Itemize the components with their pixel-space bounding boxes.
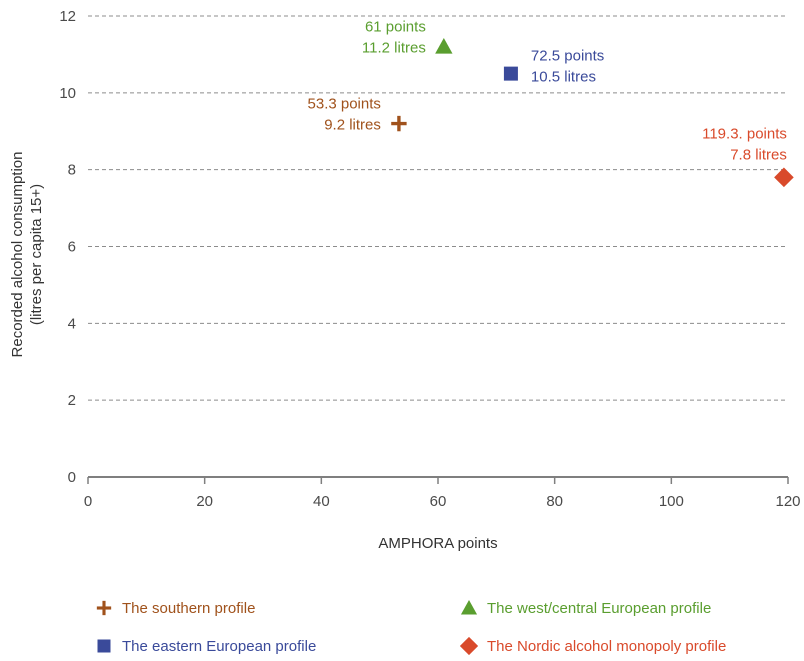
y-axis-title: Recorded alcohol consumption (litres per … — [9, 152, 45, 358]
data-label: 7.8 litres — [730, 146, 787, 163]
y-tick-label: 10 — [59, 85, 76, 102]
y-axis-title-line: (litres per capita 15+) — [28, 184, 45, 325]
x-tick-label: 0 — [84, 493, 92, 510]
x-tick-label: 80 — [546, 493, 563, 510]
data-label: 61 points — [365, 19, 426, 36]
data-label: 72.5 points — [531, 48, 604, 65]
data-label: 119.3. points — [702, 125, 787, 142]
data-points — [391, 38, 794, 188]
x-tick-label: 60 — [430, 493, 447, 510]
y-tick-label: 6 — [68, 239, 76, 256]
data-point-diamond — [774, 167, 794, 188]
data-labels: 53.3 points 9.2 litres 61 points 11.2 litre… — [308, 19, 787, 164]
x-tick-label: 20 — [196, 493, 213, 510]
x-tick-label: 120 — [775, 493, 800, 510]
data-point-triangle — [435, 38, 453, 54]
data-label: 11.2 litres — [362, 40, 426, 57]
x-tick-label: 40 — [313, 493, 330, 510]
y-tick-labels: 0 2 4 6 8 10 12 — [59, 8, 76, 486]
y-axis-title-line: Recorded alcohol consumption — [9, 152, 26, 358]
grid-lines — [88, 15, 788, 401]
x-tick-labels: 0 20 40 60 80 100 120 — [84, 493, 801, 510]
data-label: 10.5 litres — [531, 69, 596, 86]
data-point-plus — [391, 115, 407, 132]
data-label: 53.3 points — [308, 96, 381, 113]
y-tick-label: 8 — [68, 162, 76, 179]
x-tick-label: 100 — [659, 493, 684, 510]
y-tick-label: 0 — [68, 469, 76, 486]
data-label: 9.2 litres — [324, 117, 381, 134]
data-point-square — [503, 66, 518, 81]
y-tick-label: 4 — [68, 315, 76, 332]
axes — [87, 476, 789, 484]
x-axis-title: AMPHORA points — [378, 535, 497, 552]
y-tick-label: 12 — [59, 8, 76, 25]
y-tick-label: 2 — [68, 392, 76, 409]
